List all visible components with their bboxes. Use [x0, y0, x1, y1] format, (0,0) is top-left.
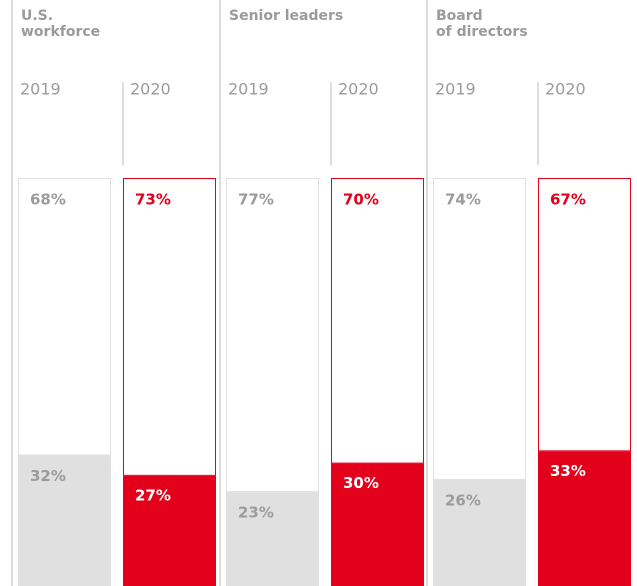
- year-label: 2019: [435, 80, 476, 99]
- value-label: 73%: [135, 191, 171, 209]
- group-title: Board of directors: [436, 8, 528, 40]
- year-label: 2019: [20, 80, 61, 99]
- value-label: 26%: [445, 491, 481, 509]
- bar-segment: [433, 479, 526, 586]
- value-label: 33%: [550, 462, 586, 480]
- value-label: 27%: [135, 486, 171, 504]
- value-label: 32%: [30, 467, 66, 485]
- year-label: 2020: [130, 80, 171, 99]
- value-label: 74%: [445, 191, 481, 209]
- group-title: Senior leaders: [229, 8, 344, 24]
- bar-segment: [331, 463, 424, 586]
- bar-segment: [226, 492, 319, 586]
- value-label: 30%: [343, 474, 379, 492]
- bar-segment: [18, 178, 111, 456]
- value-label: 70%: [343, 191, 379, 209]
- bar-segment: [18, 455, 111, 586]
- value-label: 68%: [30, 191, 66, 209]
- bar-segment: [123, 475, 216, 586]
- bar-segment: [538, 178, 631, 452]
- year-label: 2020: [338, 80, 379, 99]
- value-label: 23%: [238, 504, 274, 522]
- value-label: 77%: [238, 191, 274, 209]
- year-label: 2019: [228, 80, 269, 99]
- bar-segment: [123, 178, 216, 476]
- bar-segment: [226, 178, 319, 493]
- bar-segment: [331, 178, 424, 464]
- value-label: 67%: [550, 191, 586, 209]
- year-label: 2020: [545, 80, 586, 99]
- bar-segment: [538, 451, 631, 586]
- group-title: U.S. workforce: [21, 8, 101, 40]
- bar-segment: [433, 178, 526, 480]
